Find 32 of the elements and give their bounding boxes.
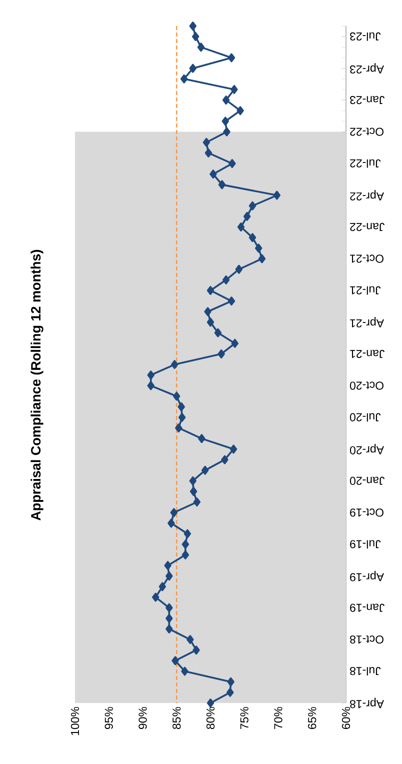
y-tick-label: Jul-20 [350, 413, 381, 422]
x-tick-label: 65% [308, 706, 316, 729]
y-tick-label: Oct-18 [350, 635, 384, 644]
y-tick-label: Jan-20 [350, 476, 385, 485]
y-tick-label: Jan-21 [350, 350, 385, 358]
x-tick-label: 75% [240, 706, 248, 729]
y-tick-label: Jul-19 [350, 540, 381, 549]
y-tick-label: Apr-21 [350, 316, 384, 328]
y-tick-label: Jul-22 [350, 159, 381, 168]
y-tick-label: Oct-21 [350, 254, 384, 263]
y-tick-label: Jan-23 [350, 96, 385, 104]
y-tick-label: Apr-22 [350, 190, 384, 200]
y-tick-label: Oct-20 [350, 382, 384, 390]
y-tick-label: Jan-19 [350, 604, 385, 612]
text: Appraisal Compliance (Rolling 12 months) [30, 250, 44, 520]
y-tick-label: Apr-23 [350, 63, 384, 74]
y-tick-label: Apr-20 [350, 444, 384, 454]
x-tick-label: 95% [104, 706, 113, 730]
x-tick-label: 100% [70, 706, 80, 736]
x-tick-label: 85% [172, 706, 181, 730]
x-tick-label: 70% [274, 706, 282, 729]
y-tick-label: Apr-19 [350, 570, 384, 582]
y-tick-label: Oct-22 [350, 128, 384, 136]
x-tick-label: 80% [206, 706, 215, 730]
y-tick-label: Jul-23 [350, 32, 381, 41]
y-tick-label: Jul-21 [350, 286, 381, 295]
y-tick-label: Oct-19 [350, 508, 384, 517]
y-tick-label: Jan-22 [350, 222, 385, 232]
y-tick-label: Apr-18 [350, 698, 384, 708]
y-tick-label: Jul-18 [350, 667, 381, 676]
x-tick-label: 60% [342, 706, 350, 729]
x-tick-label: 90% [138, 706, 147, 730]
